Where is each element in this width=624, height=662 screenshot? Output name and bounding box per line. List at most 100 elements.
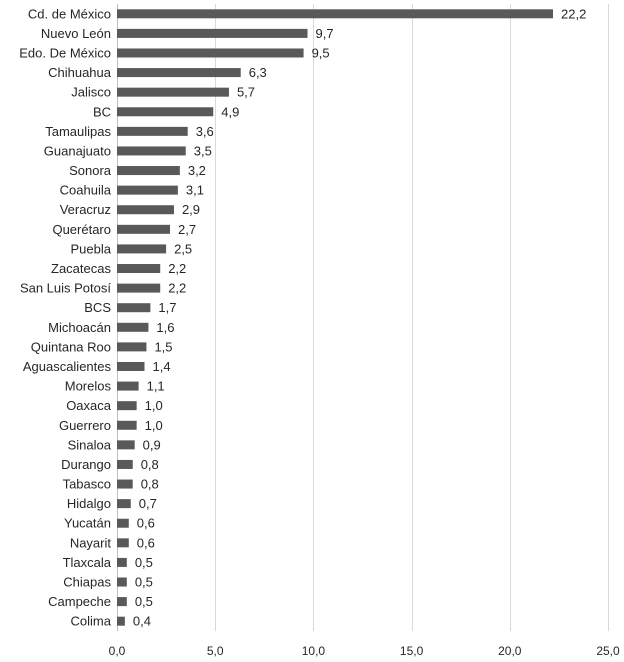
- bar-4: [117, 87, 229, 97]
- value-labels: 22,2 9,7 9,5 6,3 5,7 4,9 3,6 3,5 3,2 3,1 2,9 2,7 2,5…: [133, 6, 586, 628]
- category-label-30: Campeche: [48, 594, 111, 609]
- gridlines: [117, 4, 609, 631]
- category-label-18: Aguascalientes: [23, 359, 112, 374]
- bar-28: [117, 557, 127, 567]
- value-label-12: 2,5: [174, 241, 192, 256]
- category-label-13: Zacatecas: [51, 261, 111, 276]
- category-label-2: Edo. De México: [19, 45, 111, 60]
- bar-29: [117, 577, 127, 587]
- bar-9: [117, 185, 178, 195]
- value-label-20: 1,0: [145, 398, 163, 413]
- value-label-9: 3,1: [186, 183, 204, 198]
- value-label-11: 2,7: [178, 222, 196, 237]
- bar-31: [117, 616, 125, 626]
- category-label-31: Colima: [71, 614, 112, 629]
- value-label-7: 3,5: [194, 143, 212, 158]
- value-label-17: 1,5: [154, 339, 172, 354]
- bar-25: [117, 499, 131, 509]
- category-label-25: Hidalgo: [67, 496, 111, 511]
- category-label-12: Puebla: [71, 241, 112, 256]
- category-label-17: Quintana Roo: [31, 339, 111, 354]
- bar-16: [117, 322, 149, 332]
- category-label-29: Chiapas: [63, 575, 111, 590]
- bar-30: [117, 597, 127, 607]
- category-label-9: Coahuila: [60, 183, 112, 198]
- value-label-4: 5,7: [237, 85, 255, 100]
- value-label-10: 2,9: [182, 202, 200, 217]
- category-label-16: Michoacán: [48, 320, 111, 335]
- x-tick-label-5: 25,0: [596, 644, 620, 658]
- bar-6: [117, 126, 188, 136]
- value-label-6: 3,6: [196, 124, 214, 139]
- bar-3: [117, 68, 241, 78]
- bar-11: [117, 224, 171, 234]
- bar-21: [117, 420, 137, 430]
- bar-0: [117, 9, 554, 19]
- value-label-27: 0,6: [137, 535, 155, 550]
- value-label-16: 1,6: [156, 320, 174, 335]
- value-label-18: 1,4: [153, 359, 171, 374]
- value-label-26: 0,6: [137, 516, 155, 531]
- category-label-15: BCS: [84, 300, 111, 315]
- bar-15: [117, 303, 151, 313]
- category-label-21: Guerrero: [59, 418, 111, 433]
- category-label-7: Guanajuato: [44, 143, 111, 158]
- bar-20: [117, 401, 137, 411]
- category-label-27: Nayarit: [70, 535, 112, 550]
- category-label-1: Nuevo León: [41, 26, 111, 41]
- bar-10: [117, 205, 174, 215]
- x-tick-label-3: 15,0: [400, 644, 424, 658]
- bar-19: [117, 381, 139, 391]
- value-label-2: 9,5: [312, 45, 330, 60]
- value-label-3: 6,3: [249, 65, 267, 80]
- bar-14: [117, 283, 161, 293]
- category-label-3: Chihuahua: [48, 65, 112, 80]
- category-label-20: Oaxaca: [66, 398, 112, 413]
- category-label-14: San Luis Potosí: [20, 281, 111, 296]
- value-label-30: 0,5: [135, 594, 153, 609]
- bar-12: [117, 244, 167, 254]
- value-label-19: 1,1: [147, 379, 165, 394]
- value-label-13: 2,2: [168, 261, 186, 276]
- bar-5: [117, 107, 214, 117]
- category-label-19: Morelos: [65, 379, 112, 394]
- value-label-1: 9,7: [316, 26, 334, 41]
- category-labels: Cd. de México Nuevo León Edo. De México Chi…: [19, 6, 112, 628]
- x-tick-label-2: 10,0: [302, 644, 326, 658]
- bar-8: [117, 166, 180, 176]
- category-label-26: Yucatán: [64, 516, 111, 531]
- value-label-23: 0,8: [141, 457, 159, 472]
- bar-1: [117, 28, 308, 38]
- x-tick-label-4: 20,0: [498, 644, 522, 658]
- category-label-6: Tamaulipas: [45, 124, 111, 139]
- value-label-0: 22,2: [561, 6, 586, 21]
- x-tick-label-1: 5,0: [207, 644, 224, 658]
- bars: [117, 9, 554, 626]
- value-label-15: 1,7: [158, 300, 176, 315]
- value-label-25: 0,7: [139, 496, 157, 511]
- bar-13: [117, 264, 161, 274]
- bar-7: [117, 146, 186, 156]
- category-label-22: Sinaloa: [68, 437, 112, 452]
- bar-26: [117, 518, 129, 528]
- category-label-23: Durango: [61, 457, 111, 472]
- category-label-8: Sonora: [69, 163, 112, 178]
- category-label-5: BC: [93, 104, 111, 119]
- value-label-5: 4,9: [221, 104, 239, 119]
- bar-22: [117, 440, 135, 450]
- bar-17: [117, 342, 147, 352]
- category-label-0: Cd. de México: [28, 6, 111, 21]
- bar-27: [117, 538, 129, 548]
- category-label-10: Veracruz: [60, 202, 111, 217]
- x-tick-label-0: 0,0: [109, 644, 126, 658]
- category-label-11: Querétaro: [52, 222, 111, 237]
- bar-2: [117, 48, 304, 58]
- value-label-21: 1,0: [145, 418, 163, 433]
- value-label-22: 0,9: [143, 437, 161, 452]
- category-label-24: Tabasco: [63, 477, 111, 492]
- bar-23: [117, 459, 133, 469]
- value-label-24: 0,8: [141, 477, 159, 492]
- value-label-28: 0,5: [135, 555, 153, 570]
- value-label-31: 0,4: [133, 614, 151, 629]
